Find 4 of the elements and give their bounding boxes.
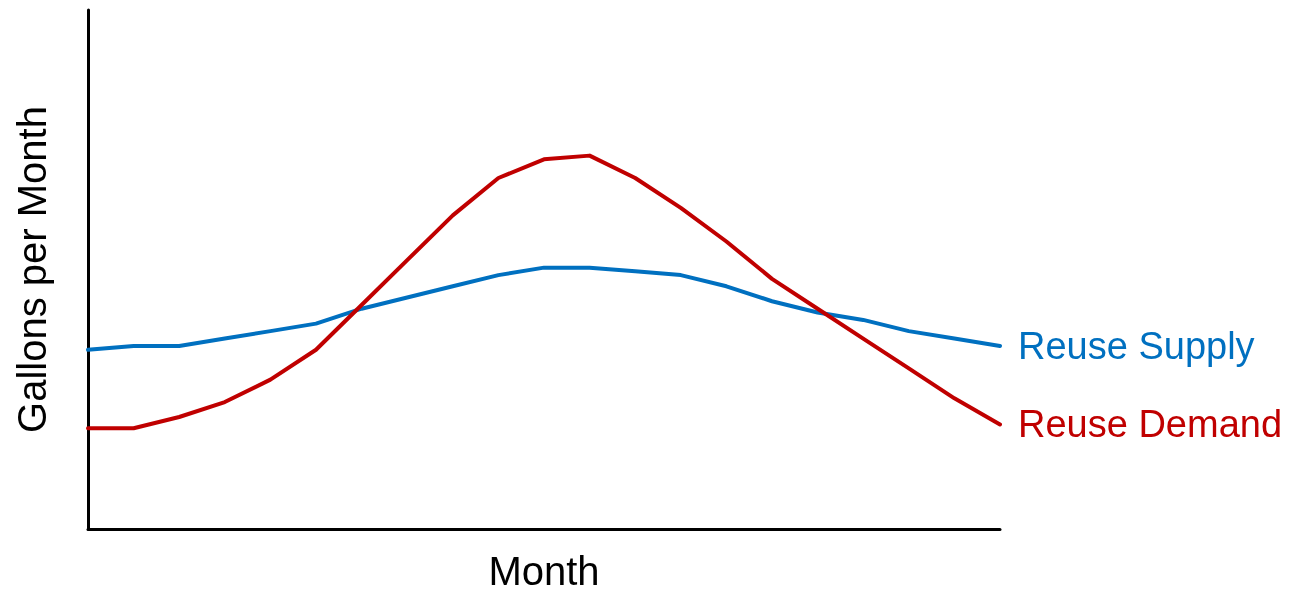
series-label: Reuse Supply xyxy=(1018,325,1255,368)
series-label: Reuse Demand xyxy=(1018,403,1283,446)
y-axis-title: Gallons per Month xyxy=(10,106,54,433)
x-axis-title: Month xyxy=(488,549,600,593)
